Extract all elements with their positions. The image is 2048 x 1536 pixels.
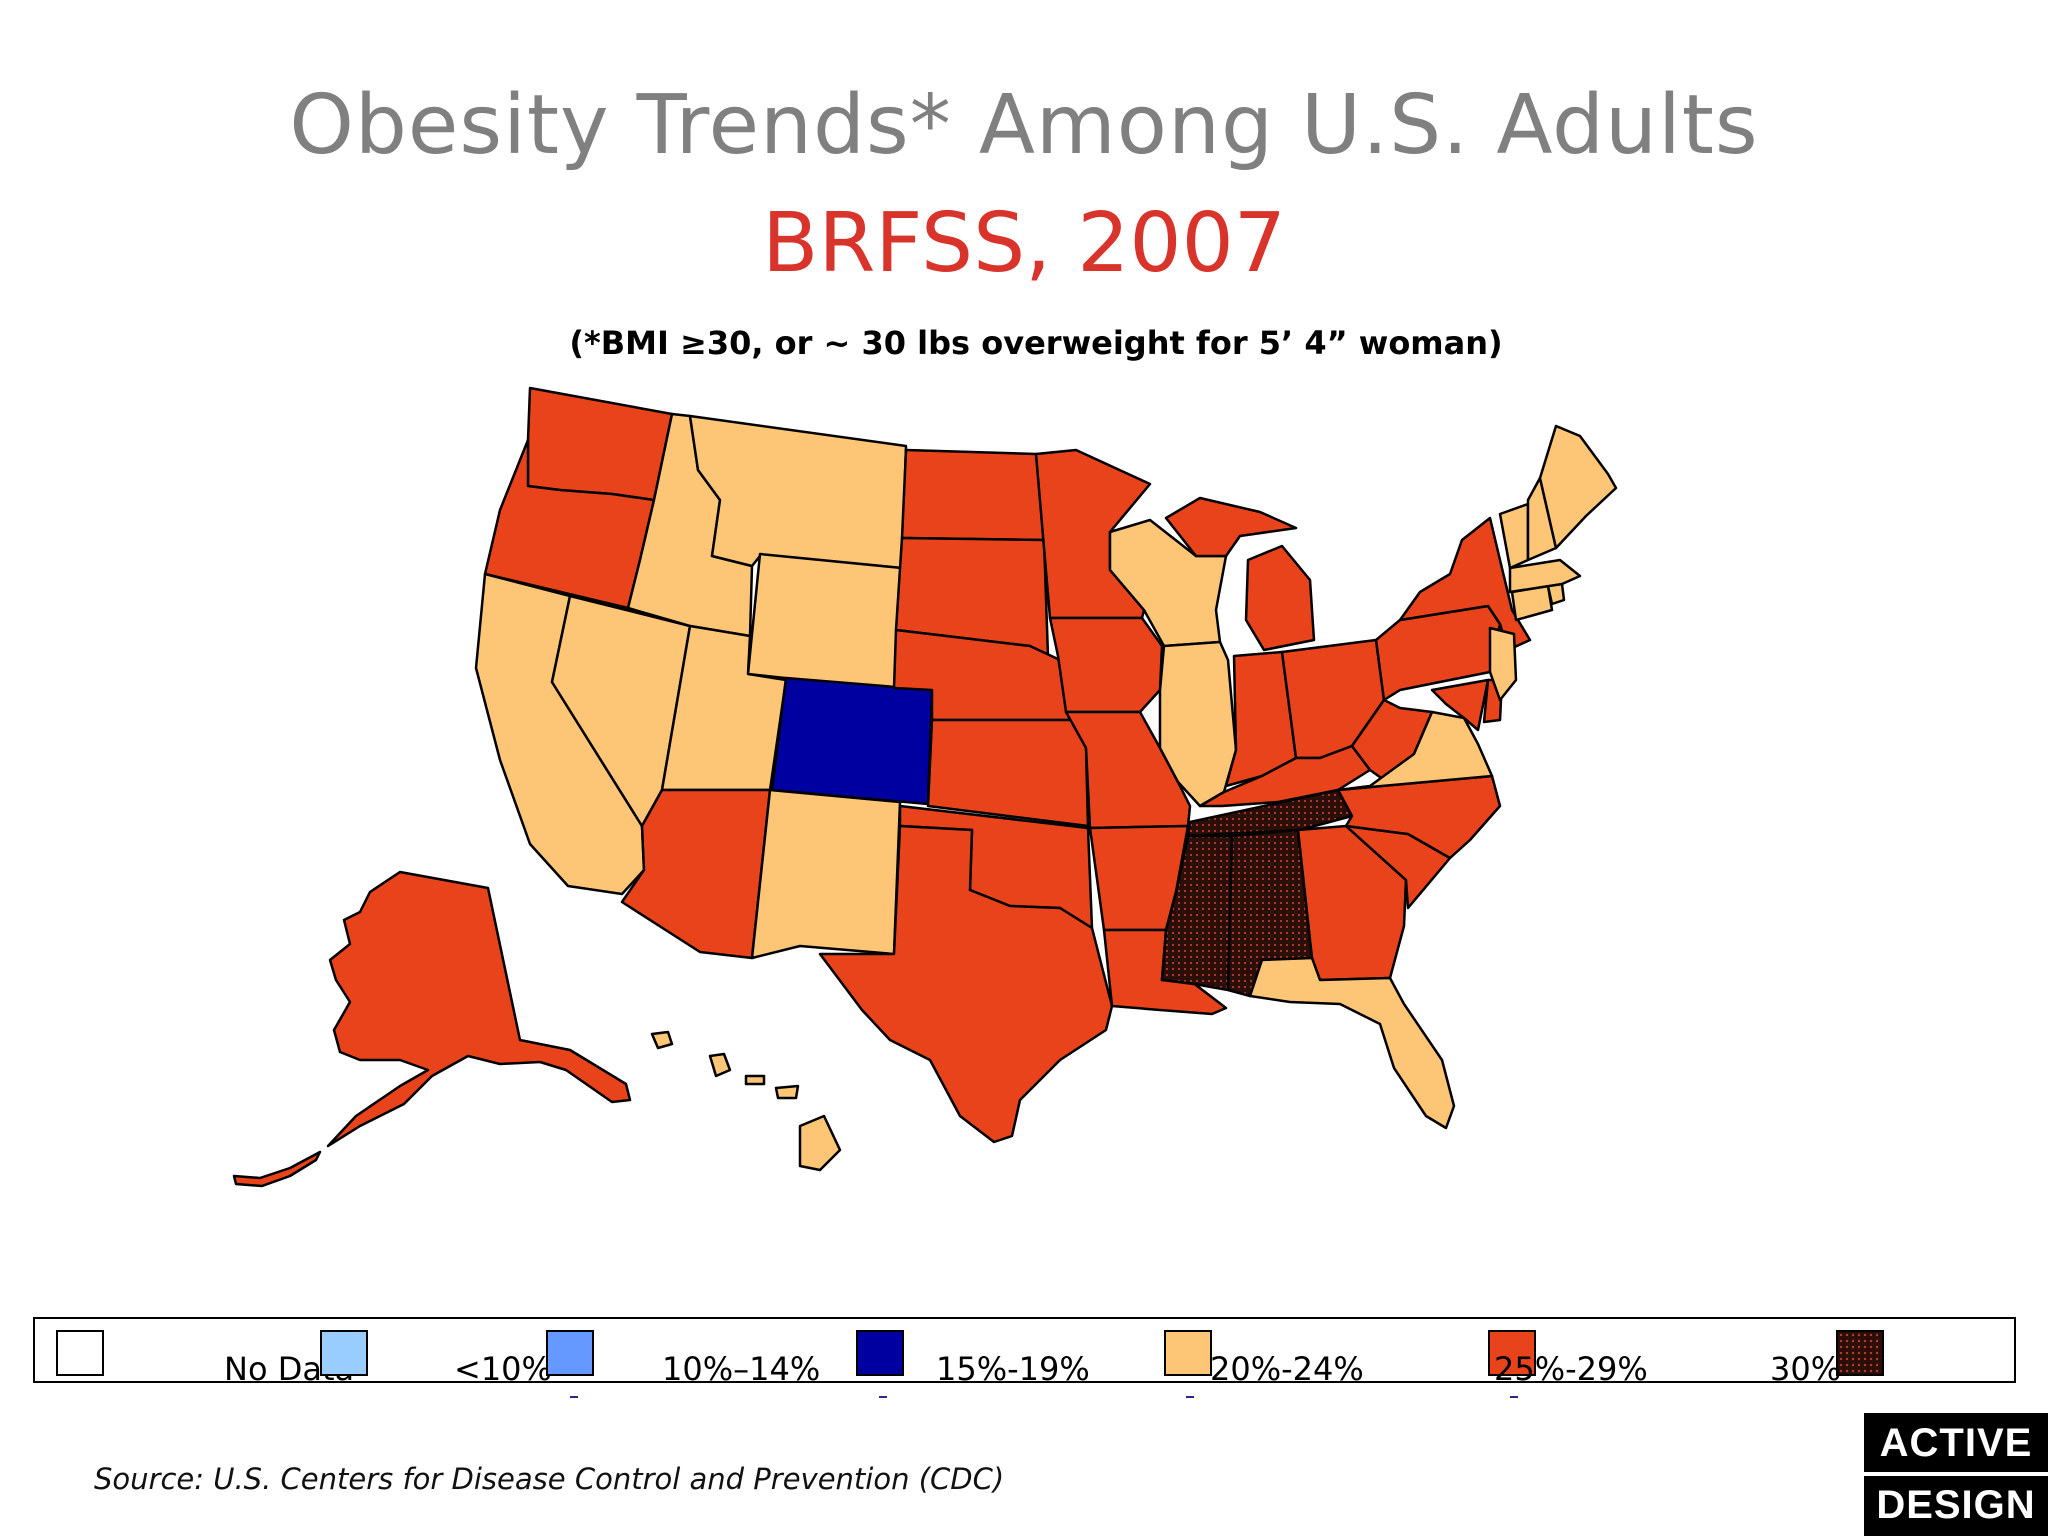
state-mi: [1164, 496, 1316, 652]
state-hi-kauai: [650, 1030, 674, 1050]
aleutian-islands: [232, 1150, 322, 1188]
legend-dash-1: [879, 1396, 887, 1398]
state-wi: [1108, 518, 1228, 648]
legend-swatch-3: [856, 1330, 904, 1376]
legend-swatch-5: [1488, 1330, 1536, 1376]
source-citation: Source: U.S. Centers for Disease Control…: [94, 1462, 1005, 1496]
state-hi-molokai: [744, 1074, 766, 1086]
legend-swatch-0: [56, 1330, 104, 1376]
state-ma: [1508, 558, 1582, 594]
legend-label-3: 15%-19%: [936, 1350, 1090, 1388]
legend-label-1: <10%: [454, 1350, 552, 1388]
bmi-footnote: (*BMI ≥30, or ~ 30 lbs overweight for 5’…: [569, 324, 1503, 362]
state-wy: [746, 552, 904, 692]
logo-line-1: ACTIVE: [1879, 1421, 2033, 1465]
state-ak: [326, 870, 632, 1148]
slide-subtitle: BRFSS, 2007: [762, 196, 1286, 291]
state-vt: [1498, 502, 1530, 570]
state-nj: [1488, 626, 1518, 702]
slide-title: Obesity Trends* Among U.S. Adults: [289, 78, 1759, 173]
active-design-logo: ACTIVE DESIGN: [1864, 1413, 2048, 1536]
state-hi-maui: [774, 1084, 800, 1100]
state-mt: [688, 414, 908, 570]
legend-swatch-4: [1164, 1330, 1212, 1376]
state-ia: [1048, 616, 1164, 714]
state-hi-oahu: [708, 1052, 732, 1078]
legend-swatch-2: [546, 1330, 594, 1376]
legend-dash-3: [1510, 1396, 1518, 1398]
state-co: [770, 676, 934, 806]
state-mo: [1064, 710, 1192, 830]
state-fl: [1248, 956, 1456, 1130]
legend-dash-2: [1186, 1396, 1194, 1398]
legend-swatch-1: [320, 1330, 368, 1376]
state-va: [1336, 710, 1494, 792]
legend-label-4: 20%-24%: [1210, 1350, 1364, 1388]
state-md: [1430, 678, 1490, 732]
legend-swatch-6: [1836, 1330, 1884, 1376]
state-me: [1538, 424, 1618, 550]
logo-line-2: DESIGN: [1876, 1483, 2036, 1527]
legend-label-2: 10%–14%: [662, 1350, 821, 1388]
state-hi-big: [798, 1114, 842, 1172]
state-nc: [1336, 774, 1502, 860]
legend-label-6: 30%: [1770, 1350, 1842, 1388]
legend-label-5: 25%-29%: [1494, 1350, 1648, 1388]
state-nm: [750, 788, 902, 960]
state-ks: [926, 718, 1090, 828]
state-nd: [900, 448, 1046, 542]
state-tx: [818, 824, 1114, 1144]
legend: [33, 1317, 2016, 1383]
state-wa: [526, 386, 674, 502]
legend-dash-0: [570, 1396, 578, 1398]
state-ny: [1398, 516, 1532, 652]
